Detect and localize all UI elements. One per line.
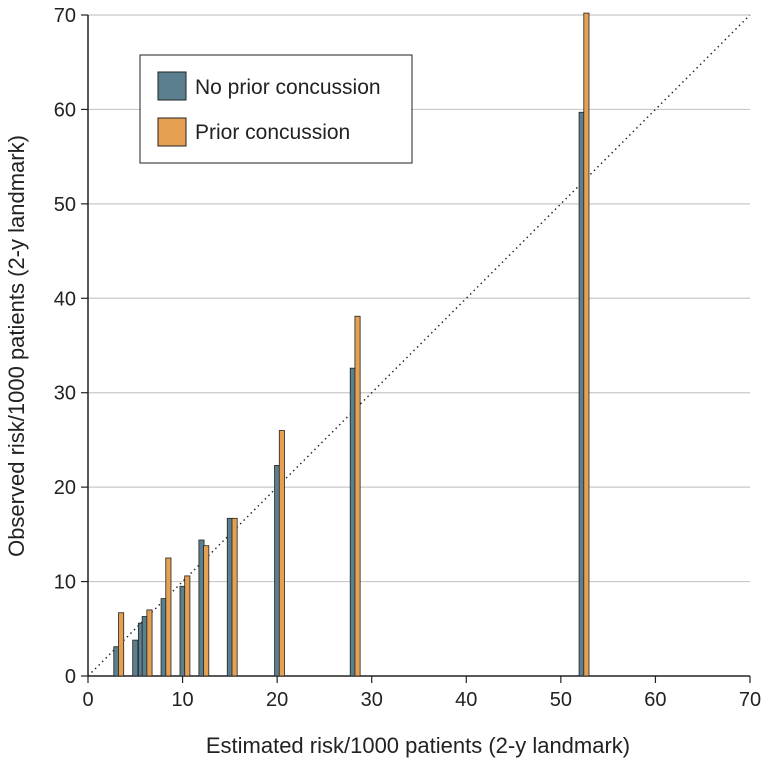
x-tick-label: 50 xyxy=(550,689,572,711)
bar-prior xyxy=(231,517,238,677)
y-tick-label: 40 xyxy=(54,288,76,310)
x-tick-label: 30 xyxy=(361,689,383,711)
x-ticks: 0 10 20 30 40 50 60 70 xyxy=(82,676,761,711)
x-tick-label: 10 xyxy=(171,689,193,711)
y-tick-label: 50 xyxy=(54,194,76,216)
identity-line xyxy=(87,14,751,677)
x-axis-title: Estimated risk/1000 patients (2-y landma… xyxy=(206,733,630,758)
y-axis-title: Observed risk/1000 patients (2-y landmar… xyxy=(4,135,29,557)
y-tick-label: 20 xyxy=(54,477,76,499)
bar-prior xyxy=(184,575,191,677)
legend-label-prior: Prior concussion xyxy=(195,121,350,144)
bar-prior xyxy=(583,12,590,677)
y-tick-label: 70 xyxy=(54,5,76,27)
y-ticks: 0 10 20 30 40 50 60 70 xyxy=(54,5,88,688)
bar-prior xyxy=(203,545,210,677)
y-tick-label: 10 xyxy=(54,572,76,594)
y-tick-label: 60 xyxy=(54,99,76,121)
y-tick-label: 30 xyxy=(54,383,76,405)
legend-box xyxy=(139,54,413,164)
bar-prior xyxy=(278,430,285,677)
legend: No prior concussion Prior concussion xyxy=(139,54,413,164)
bar-prior xyxy=(146,609,153,677)
reference-line xyxy=(87,14,751,677)
bar-prior xyxy=(118,612,125,677)
bar-no-prior xyxy=(132,639,139,677)
x-tick-label: 70 xyxy=(739,689,761,711)
x-tick-label: 40 xyxy=(455,689,477,711)
x-tick-label: 60 xyxy=(644,689,666,711)
x-tick-label: 20 xyxy=(266,689,288,711)
bar-prior xyxy=(354,315,361,677)
y-tick-label: 0 xyxy=(65,666,76,688)
bars xyxy=(113,12,590,677)
legend-swatch-no-prior xyxy=(157,71,187,101)
legend-label-no-prior: No prior concussion xyxy=(195,76,381,99)
legend-swatch-prior xyxy=(157,117,187,147)
x-tick-label: 0 xyxy=(82,689,93,711)
bar-prior xyxy=(165,557,172,677)
